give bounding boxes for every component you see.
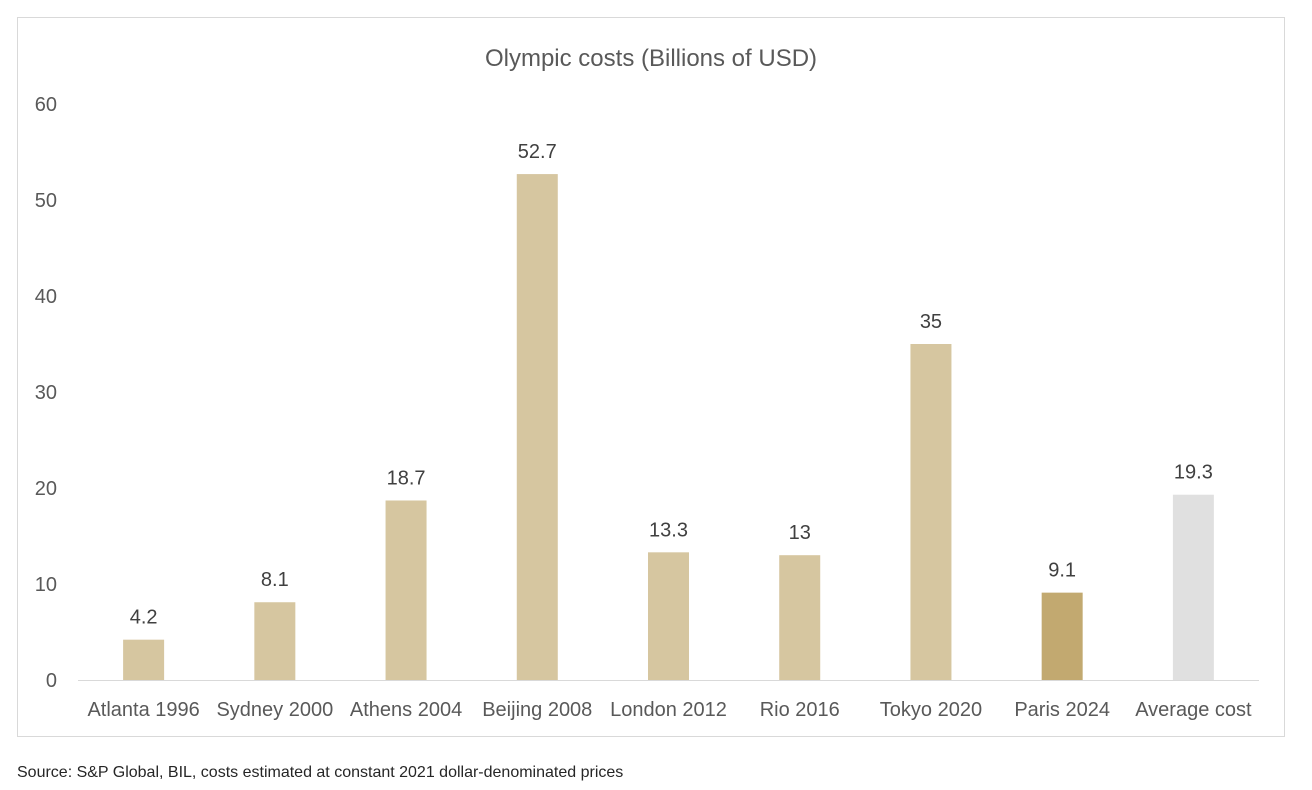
data-label: 18.7 bbox=[387, 467, 426, 489]
x-category-label: Tokyo 2020 bbox=[880, 699, 982, 721]
y-tick-label: 10 bbox=[35, 574, 57, 596]
y-tick-label: 20 bbox=[35, 478, 57, 500]
x-category-label: Sydney 2000 bbox=[216, 699, 333, 721]
y-tick-label: 50 bbox=[35, 190, 57, 212]
data-label: 4.2 bbox=[130, 607, 158, 629]
bar bbox=[910, 344, 952, 680]
x-category-label: Athens 2004 bbox=[350, 699, 462, 721]
x-category-label: Beijing 2008 bbox=[482, 699, 592, 721]
x-category-label: Average cost bbox=[1135, 699, 1252, 721]
bars bbox=[123, 174, 1214, 680]
y-tick-label: 30 bbox=[35, 382, 57, 404]
y-tick-label: 0 bbox=[46, 670, 57, 692]
x-category-label: London 2012 bbox=[610, 699, 727, 721]
bar bbox=[779, 555, 821, 680]
data-label: 13 bbox=[789, 522, 811, 544]
bar bbox=[1041, 592, 1083, 680]
x-category-label: Atlanta 1996 bbox=[87, 699, 199, 721]
bar bbox=[385, 500, 427, 680]
data-label: 8.1 bbox=[261, 569, 289, 591]
bar bbox=[648, 552, 689, 680]
bar bbox=[516, 174, 558, 680]
x-axis: Atlanta 1996 Sydney 2000 Athens 2004 Beijin… bbox=[78, 680, 1259, 721]
data-label: 13.3 bbox=[649, 519, 688, 541]
x-category-label: Rio 2016 bbox=[760, 699, 840, 721]
source-note: Source: S&P Global, BIL, costs estimated… bbox=[17, 764, 624, 781]
y-tick-label: 60 bbox=[35, 94, 57, 116]
bar bbox=[123, 639, 165, 680]
data-labels: 4.2 8.1 18.7 52.7 13.3 13 35 9.1 19.3 bbox=[130, 141, 1213, 629]
data-label: 35 bbox=[920, 311, 942, 333]
y-axis: 0 10 20 30 40 50 60 bbox=[35, 94, 57, 692]
bar bbox=[254, 602, 296, 680]
data-label: 19.3 bbox=[1174, 462, 1213, 484]
y-tick-label: 40 bbox=[35, 286, 57, 308]
chart-title: Olympic costs (Billions of USD) bbox=[485, 45, 817, 72]
data-label: 52.7 bbox=[518, 141, 557, 163]
data-label: 9.1 bbox=[1048, 560, 1076, 582]
x-category-label: Paris 2024 bbox=[1014, 699, 1110, 721]
bar bbox=[1172, 494, 1214, 680]
